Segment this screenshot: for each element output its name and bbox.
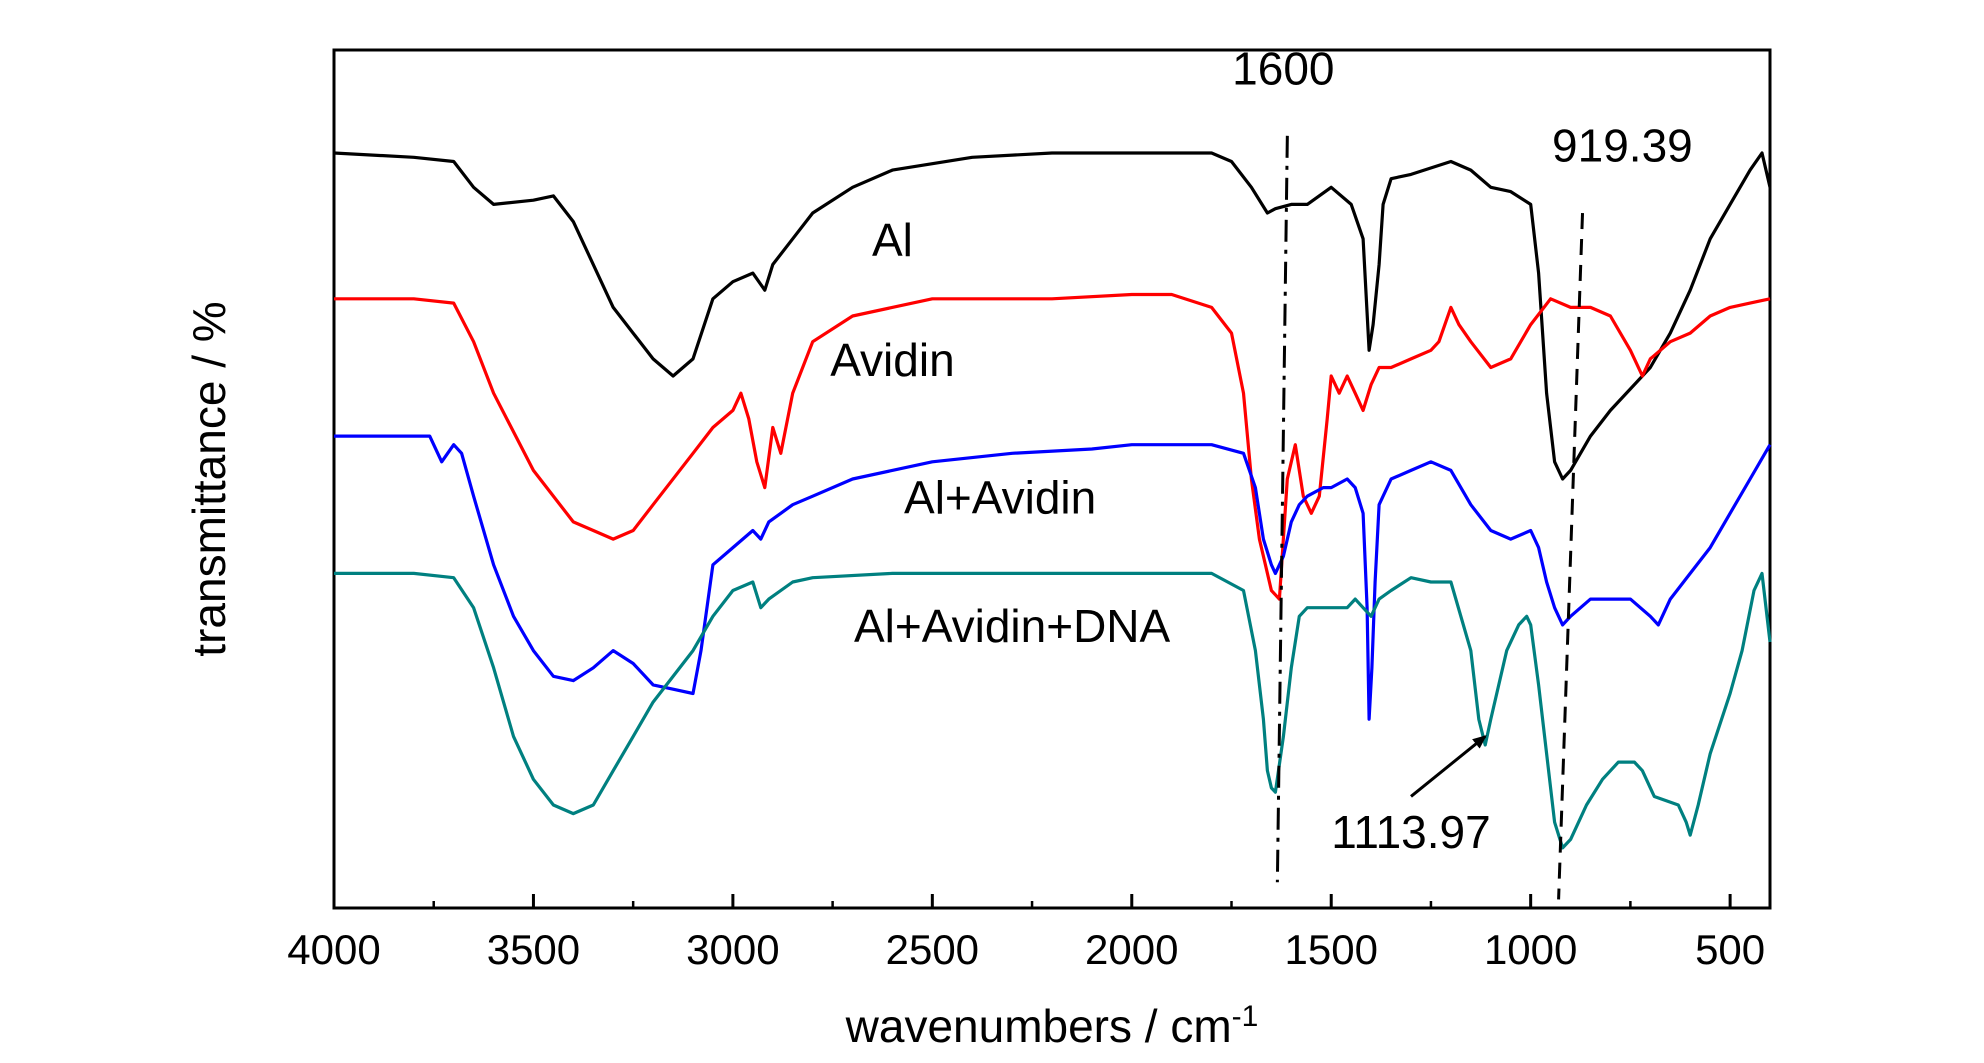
peak-annotation-label: 1113.97 <box>1331 806 1490 858</box>
x-tick-label: 3000 <box>686 926 779 973</box>
x-axis-title-superscript: -1 <box>1232 1000 1259 1033</box>
series-label: Al <box>872 214 913 266</box>
peak-annotation-label: 1600 <box>1232 42 1334 94</box>
x-axis-title: wavenumbers / cm-1 <box>845 1000 1259 1053</box>
series-line <box>334 292 1771 601</box>
series-group <box>333 151 1772 850</box>
x-axis-ticks: 4000 3500 3000 2500 2000 1500 1000 500 <box>287 894 1765 973</box>
x-tick-label: 1500 <box>1285 926 1378 973</box>
series-label: Al+Avidin <box>904 471 1096 523</box>
annotation-group: 1600 919.39 1113.97 <box>1232 42 1693 900</box>
series-label-group: Al Avidin Al+Avidin Al+Avidin+DNA <box>830 214 1170 652</box>
x-tick-label: 2500 <box>886 926 979 973</box>
plot-frame <box>332 48 1772 910</box>
x-tick-label: 500 <box>1695 926 1765 973</box>
x-tick-label: 2000 <box>1085 926 1178 973</box>
peak-arrow <box>1410 735 1487 798</box>
x-tick-label: 3500 <box>487 926 580 973</box>
series-line <box>334 571 1772 850</box>
x-tick-label: 4000 <box>287 926 380 973</box>
x-axis-title-text: wavenumbers / cm <box>845 1000 1232 1052</box>
x-tick-label: 1000 <box>1484 926 1577 973</box>
series-label: Al+Avidin+DNA <box>854 600 1171 652</box>
series-line <box>334 434 1772 721</box>
series-line <box>333 151 1772 481</box>
peak-guide-line <box>1557 212 1585 900</box>
series-label: Avidin <box>830 334 954 386</box>
peak-annotation-label: 919.39 <box>1552 120 1693 172</box>
y-axis-title: transmittance / % <box>183 301 235 656</box>
